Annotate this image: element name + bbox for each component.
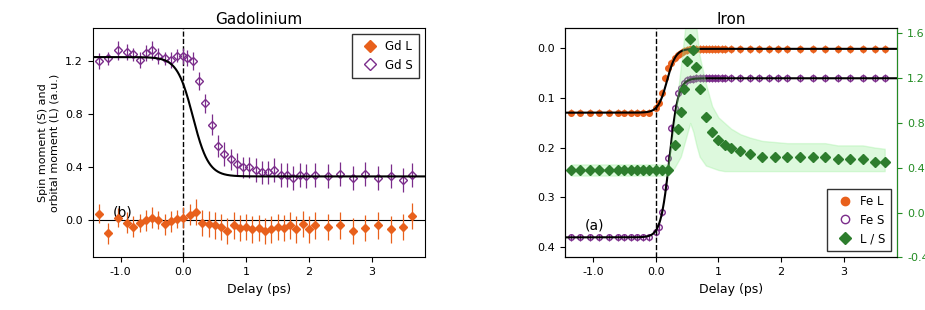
Legend: Fe L, Fe S, L / S: Fe L, Fe S, L / S — [827, 189, 892, 251]
Legend: Gd L, Gd S: Gd L, Gd S — [352, 34, 419, 78]
X-axis label: Delay (ps): Delay (ps) — [227, 283, 290, 295]
Title: Gadolinium: Gadolinium — [216, 12, 302, 27]
Text: (a): (a) — [585, 219, 604, 233]
X-axis label: Delay (ps): Delay (ps) — [699, 283, 763, 295]
Title: Iron: Iron — [716, 12, 746, 27]
Text: (b): (b) — [113, 205, 132, 219]
Y-axis label: Spin moment (S) and
orbital moment (L) (a.u.): Spin moment (S) and orbital moment (L) (… — [38, 73, 59, 212]
